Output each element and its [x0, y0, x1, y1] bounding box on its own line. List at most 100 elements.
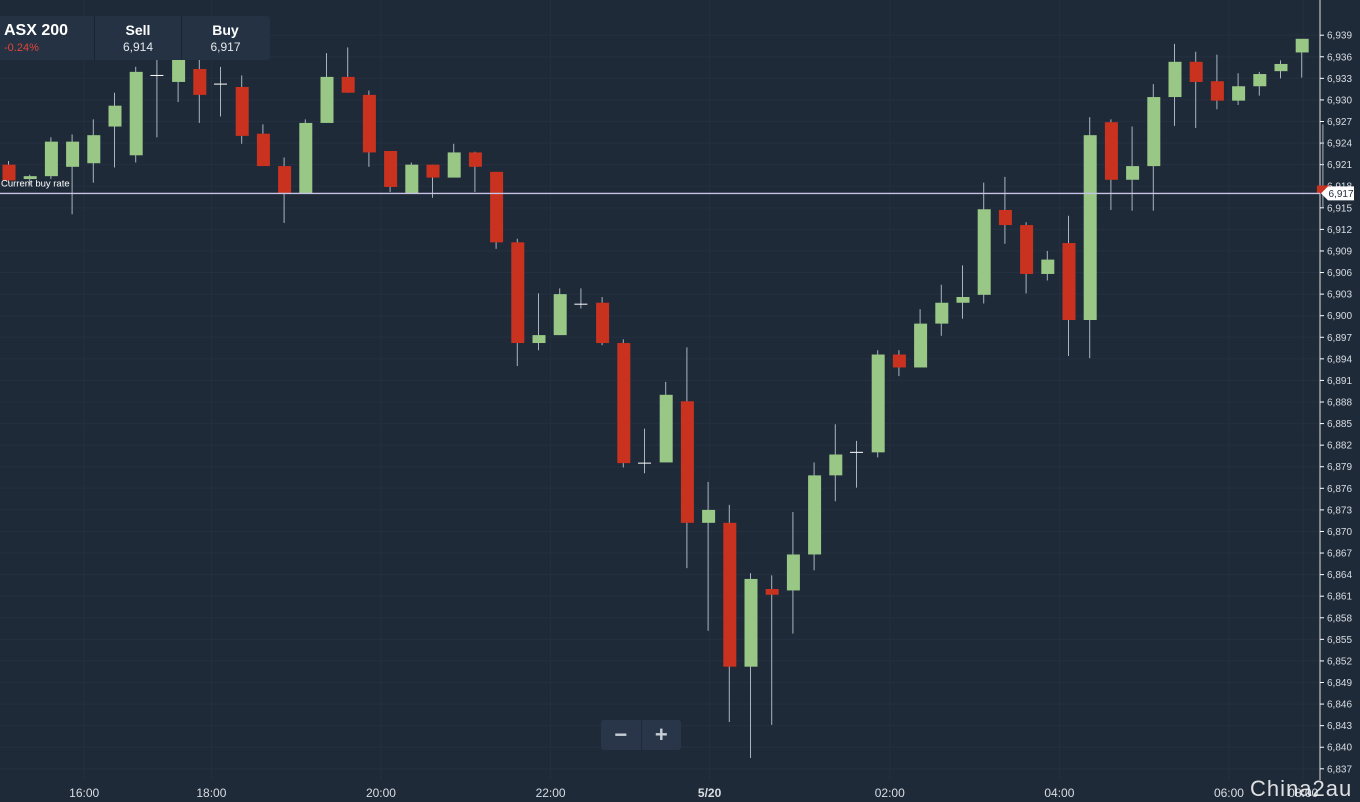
candle-down	[765, 589, 779, 595]
candle-down	[426, 164, 440, 178]
instrument-ticker-panel: ASX 200 -0.24% Sell 6,914 Buy 6,917	[0, 16, 270, 60]
candle-down	[617, 343, 631, 464]
candle-up	[1295, 38, 1309, 53]
y-tick-label: 6,879	[1327, 462, 1352, 473]
sell-price: 6,914	[122, 40, 154, 54]
candle-up	[702, 509, 716, 523]
candle-down	[384, 150, 398, 187]
candle-up	[935, 302, 949, 324]
candle-up	[1274, 63, 1288, 72]
buy-button[interactable]: Buy 6,917	[182, 16, 269, 60]
candle-up	[66, 141, 80, 167]
candle-up	[532, 335, 546, 344]
x-tick-label: 22:00	[536, 786, 566, 800]
x-tick-label: 16:00	[69, 786, 99, 800]
y-tick-label: 6,855	[1327, 635, 1352, 646]
buy-price: 6,917	[210, 40, 241, 54]
y-tick-label: 6,894	[1327, 354, 1352, 365]
y-tick-label: 6,852	[1327, 656, 1352, 667]
y-tick-label: 6,927	[1327, 117, 1352, 128]
candle-down	[1020, 225, 1034, 274]
y-tick-label: 6,864	[1327, 570, 1352, 581]
candle-up	[1168, 61, 1182, 98]
candle-up	[23, 176, 37, 180]
y-tick-label: 6,846	[1327, 700, 1352, 711]
y-tick-label: 6,915	[1327, 203, 1352, 214]
candle-up	[320, 76, 334, 123]
current-buy-rate-label: Current buy rate	[1, 178, 70, 189]
y-tick-label: 6,888	[1327, 398, 1352, 409]
y-tick-label: 6,876	[1327, 484, 1352, 495]
y-tick-label: 6,930	[1327, 95, 1352, 106]
candle-up	[1232, 86, 1246, 101]
candle-up	[786, 554, 800, 591]
y-tick-label: 6,861	[1327, 592, 1352, 603]
y-tick-label: 6,873	[1327, 505, 1352, 516]
candle-up	[808, 475, 822, 555]
candle-down	[2, 164, 16, 181]
candle-down	[278, 166, 292, 194]
current-rate-value: 6,917	[1328, 189, 1353, 200]
watermark-logo: China2au	[1250, 776, 1353, 801]
candle-up	[956, 296, 970, 303]
zoom-out-button[interactable]: −	[601, 720, 642, 750]
candle-up	[1083, 135, 1097, 321]
candle-up	[871, 354, 885, 453]
y-tick-label: 6,837	[1327, 764, 1352, 775]
x-tick-label: 5/20	[698, 786, 722, 800]
y-tick-label: 6,912	[1327, 225, 1352, 236]
y-tick-label: 6,900	[1327, 311, 1352, 322]
x-tick-label: 18:00	[196, 786, 226, 800]
x-tick-label: 02:00	[875, 786, 905, 800]
y-tick-label: 6,897	[1327, 333, 1352, 344]
y-tick-label: 6,843	[1327, 721, 1352, 732]
candle-down	[468, 152, 482, 167]
y-tick-label: 6,891	[1327, 376, 1352, 387]
candle-up	[1126, 166, 1140, 180]
y-tick-label: 6,882	[1327, 441, 1352, 452]
candle-down	[892, 354, 906, 368]
y-tick-label: 6,867	[1327, 549, 1352, 560]
candle-up	[299, 122, 313, 194]
sell-button[interactable]: Sell 6,914	[95, 16, 182, 60]
y-tick-label: 6,870	[1327, 527, 1352, 538]
instrument-info: ASX 200 -0.24%	[0, 16, 95, 60]
candle-down	[998, 209, 1012, 226]
candle-down	[490, 171, 504, 243]
candle-up	[87, 135, 101, 164]
x-tick-label: 06:00	[1214, 786, 1244, 800]
candle-down	[256, 133, 270, 167]
buy-label: Buy	[212, 22, 239, 38]
candle-up	[108, 105, 122, 127]
candle-up	[1253, 74, 1267, 87]
candle-down	[1210, 81, 1224, 101]
candle-up	[44, 141, 58, 177]
candle-up	[405, 164, 419, 194]
candle-down	[1189, 61, 1203, 82]
y-tick-label: 6,909	[1327, 246, 1352, 257]
y-tick-label: 6,885	[1327, 419, 1352, 430]
x-tick-label: 20:00	[366, 786, 396, 800]
candle-down	[596, 302, 610, 344]
zoom-in-button[interactable]: +	[654, 722, 668, 747]
y-tick-label: 6,924	[1327, 139, 1352, 150]
candle-up	[659, 394, 673, 463]
y-tick-label: 6,840	[1327, 743, 1352, 754]
candle-down	[511, 242, 525, 344]
candle-down	[362, 94, 376, 153]
candle-up	[129, 71, 143, 156]
sell-label: Sell	[125, 22, 151, 38]
y-tick-label: 6,939	[1327, 31, 1352, 42]
y-tick-label: 6,849	[1327, 678, 1352, 689]
y-tick-label: 6,936	[1327, 52, 1352, 63]
instrument-name: ASX 200	[4, 22, 69, 39]
candle-down	[680, 401, 694, 523]
candle-down	[1316, 185, 1330, 194]
x-tick-label: 08:00	[1288, 786, 1318, 800]
y-tick-label: 6,906	[1327, 268, 1352, 279]
candle-down	[1104, 122, 1118, 180]
y-tick-label: 6,903	[1327, 290, 1352, 301]
candle-down	[235, 86, 249, 136]
y-tick-label: 6,858	[1327, 613, 1352, 624]
